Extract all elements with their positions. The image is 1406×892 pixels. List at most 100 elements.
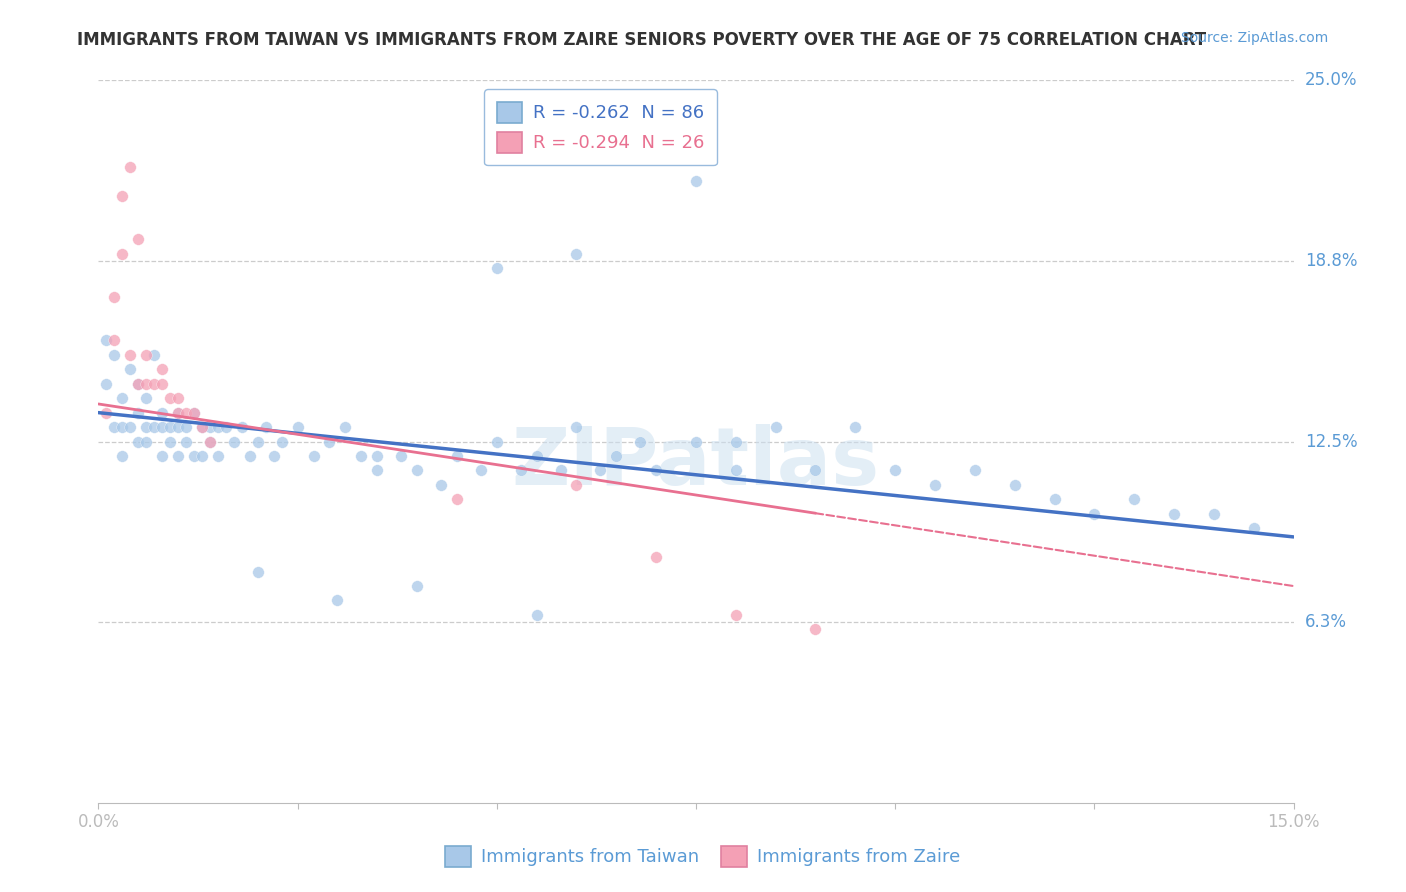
Point (135, 391, 157, 405)
Point (765, 420, 787, 434)
Point (150, 406, 173, 420)
Point (589, 463, 612, 477)
Point (103, 334, 125, 348)
Point (1083, 507, 1105, 521)
Point (254, 420, 277, 434)
Point (135, 434, 157, 449)
Point (111, 246, 134, 260)
Point (143, 376, 166, 391)
Point (150, 362, 173, 376)
Point (565, 478, 588, 492)
Text: Source: ZipAtlas.com: Source: ZipAtlas.com (1181, 31, 1329, 45)
Point (844, 420, 866, 434)
Point (174, 434, 197, 449)
Point (645, 463, 668, 477)
Point (198, 434, 221, 449)
Point (628, 434, 651, 449)
Point (526, 449, 548, 463)
Point (1202, 507, 1225, 521)
Point (150, 376, 173, 391)
Point (724, 607, 747, 622)
Point (127, 232, 149, 246)
Point (191, 420, 214, 434)
Point (103, 420, 125, 434)
Point (143, 348, 166, 362)
Point (111, 391, 134, 405)
Point (1043, 492, 1066, 507)
Point (685, 434, 707, 449)
Point (318, 434, 340, 449)
Point (135, 348, 157, 362)
Point (127, 434, 149, 449)
Point (143, 420, 166, 434)
Point (724, 463, 747, 477)
Point (1163, 507, 1185, 521)
Point (446, 492, 468, 507)
Point (239, 449, 262, 463)
Point (302, 449, 325, 463)
Text: 6.3%: 6.3% (1305, 613, 1347, 632)
Point (127, 376, 149, 391)
Point (207, 449, 229, 463)
Point (366, 449, 388, 463)
Point (509, 463, 531, 477)
Point (96, 334, 118, 348)
Point (167, 406, 190, 420)
Point (246, 434, 269, 449)
Point (167, 406, 190, 420)
Text: IMMIGRANTS FROM TAIWAN VS IMMIGRANTS FROM ZAIRE SENIORS POVERTY OVER THE AGE OF : IMMIGRANTS FROM TAIWAN VS IMMIGRANTS FRO… (77, 31, 1206, 49)
Point (198, 434, 221, 449)
Point (222, 434, 245, 449)
Point (191, 420, 214, 434)
Point (724, 434, 747, 449)
Point (1243, 521, 1265, 535)
Point (167, 420, 190, 434)
Point (685, 174, 707, 188)
Text: ZIPatlas: ZIPatlas (512, 425, 880, 502)
Point (183, 449, 205, 463)
Point (127, 376, 149, 391)
Point (884, 463, 907, 477)
Point (804, 623, 827, 637)
Point (96, 406, 118, 420)
Point (183, 406, 205, 420)
Point (183, 406, 205, 420)
Point (159, 391, 181, 405)
Point (174, 406, 197, 420)
Point (159, 420, 181, 434)
Point (565, 246, 588, 260)
Point (159, 434, 181, 449)
Point (174, 420, 197, 434)
Point (924, 478, 946, 492)
Point (135, 420, 157, 434)
Point (485, 434, 508, 449)
Point (366, 463, 388, 477)
Point (470, 463, 492, 477)
Point (150, 420, 173, 434)
Point (335, 420, 357, 434)
Point (103, 290, 125, 304)
Point (120, 348, 142, 362)
Point (1004, 478, 1026, 492)
Point (96, 376, 118, 391)
Point (246, 565, 269, 579)
Point (215, 420, 238, 434)
Point (804, 463, 827, 477)
Point (287, 420, 309, 434)
Point (111, 449, 134, 463)
Legend: R = -0.262  N = 86, R = -0.294  N = 26: R = -0.262 N = 86, R = -0.294 N = 26 (484, 89, 717, 165)
Point (389, 449, 412, 463)
Point (430, 478, 453, 492)
Point (111, 189, 134, 203)
Point (167, 449, 190, 463)
Point (526, 607, 548, 622)
Point (645, 550, 668, 565)
Point (605, 449, 627, 463)
Point (350, 449, 373, 463)
Point (127, 406, 149, 420)
Point (135, 376, 157, 391)
Point (103, 348, 125, 362)
Point (326, 593, 349, 607)
Point (111, 420, 134, 434)
Point (1123, 492, 1146, 507)
